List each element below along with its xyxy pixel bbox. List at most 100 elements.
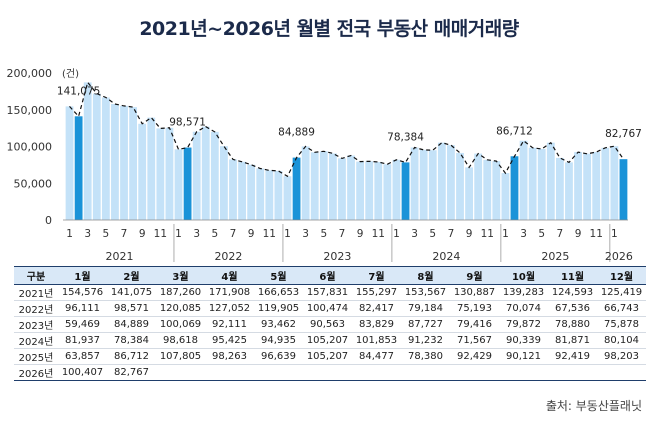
x-tick-label: 9 [139, 228, 146, 240]
table-cell: 90,121 [499, 348, 548, 365]
bar [328, 153, 337, 220]
table-cell: 100,407 [58, 364, 107, 381]
bar [129, 107, 138, 220]
table-cell: 154,576 [58, 284, 107, 301]
table-cell: 82,417 [352, 300, 401, 317]
table-row: 2022년 96,111 98,571 120,085 127,052 119,905 10… [14, 300, 646, 317]
chart-title: 2021년~2026년 월별 전국 부동산 매매거래량 [139, 18, 519, 40]
table-cell: 125,419 [597, 284, 646, 301]
table-header-row: 구분 1월 2월 3월 4월 5월 6월 7월 8월 9월 10월 11월 12월 [14, 266, 646, 285]
bar [610, 146, 619, 220]
bar [583, 153, 592, 220]
table-cell [205, 364, 254, 381]
bar [537, 148, 546, 220]
bar [192, 131, 201, 220]
table-cell: 66,743 [597, 300, 646, 317]
table-cell: 78,880 [548, 316, 597, 333]
x-tick-label: 1 [393, 228, 400, 240]
table-cell: 171,908 [205, 284, 254, 301]
bar [546, 142, 555, 220]
bar [101, 97, 110, 220]
table-cell: 98,571 [107, 300, 156, 317]
source-note: 출처: 부동산플래닛 [545, 399, 642, 413]
table-cell: 92,429 [450, 348, 499, 365]
x-tick-label: 11 [590, 228, 603, 240]
bar [456, 152, 464, 220]
table-cell: 95,425 [205, 332, 254, 349]
bar [138, 123, 147, 220]
table-cell: 81,871 [548, 332, 597, 349]
bar [492, 161, 501, 220]
table-cell [597, 364, 646, 381]
bar [428, 150, 437, 220]
table-cell [156, 364, 205, 381]
bar [365, 161, 374, 220]
bar [201, 126, 210, 220]
table-cell: 75,193 [450, 300, 499, 317]
table-row-year: 2022년 [14, 300, 58, 317]
bar [156, 128, 165, 220]
table-row-year: 2021년 [14, 284, 58, 301]
table-header-cell: 2월 [107, 266, 156, 285]
x-tick-label: 5 [320, 228, 327, 240]
x-tick-label: 11 [154, 228, 167, 240]
bar [383, 164, 392, 220]
table-cell: 81,937 [58, 332, 107, 349]
table-cell: 96,111 [58, 300, 107, 317]
table-cell: 166,653 [254, 284, 303, 301]
table-cell: 92,111 [205, 316, 254, 333]
y-unit-label: (건) [62, 68, 79, 80]
bar [220, 146, 228, 220]
bar [247, 164, 256, 220]
table-cell: 90,339 [499, 332, 548, 349]
bar-highlighted [292, 157, 301, 220]
table-cell: 71,567 [450, 332, 499, 349]
x-tick-label: 3 [411, 228, 418, 240]
table-cell: 127,052 [205, 300, 254, 317]
bar [238, 161, 246, 220]
table-row-year: 2023년 [14, 316, 58, 333]
table-cell: 67,536 [548, 300, 597, 317]
table-cell: 100,474 [303, 300, 352, 317]
year-label: 2023 [323, 250, 351, 263]
x-tick-label: 5 [103, 228, 110, 240]
bar [120, 105, 128, 220]
x-tick-label: 3 [302, 228, 309, 240]
bar [565, 162, 573, 220]
bar [356, 161, 365, 220]
table-cell: 84,889 [107, 316, 156, 333]
bar [256, 168, 265, 220]
bar [65, 106, 74, 220]
bar [519, 140, 528, 220]
table-cell: 80,104 [597, 332, 646, 349]
bar-highlighted [401, 162, 410, 220]
x-tick-label: 1 [66, 228, 73, 240]
bar [392, 159, 401, 220]
x-tick-label: 7 [121, 228, 128, 240]
table-cell: 157,831 [303, 284, 352, 301]
x-tick-label: 1 [284, 228, 291, 240]
bar-highlighted [74, 116, 83, 220]
table-cell: 124,593 [548, 284, 597, 301]
bar [174, 149, 183, 220]
data-label: 98,571 [169, 117, 206, 129]
bar [347, 155, 355, 220]
table-row-year: 2025년 [14, 348, 58, 365]
table-cell: 98,618 [156, 332, 205, 349]
table-cell [401, 364, 450, 381]
data-label: 141,075 [57, 85, 100, 97]
bar [319, 151, 328, 220]
data-label: 86,712 [496, 125, 533, 137]
bar [165, 127, 174, 220]
table-cell: 98,203 [597, 348, 646, 365]
bar [301, 146, 310, 220]
table-cell [548, 364, 597, 381]
table-cell: 105,207 [303, 332, 352, 349]
table-header-cell: 3월 [156, 266, 205, 285]
table-cell: 105,207 [303, 348, 352, 365]
bar [465, 167, 473, 220]
bar [437, 142, 446, 220]
table-header-cell: 5월 [254, 266, 303, 285]
x-tick-label: 3 [520, 228, 527, 240]
bar [447, 145, 455, 220]
